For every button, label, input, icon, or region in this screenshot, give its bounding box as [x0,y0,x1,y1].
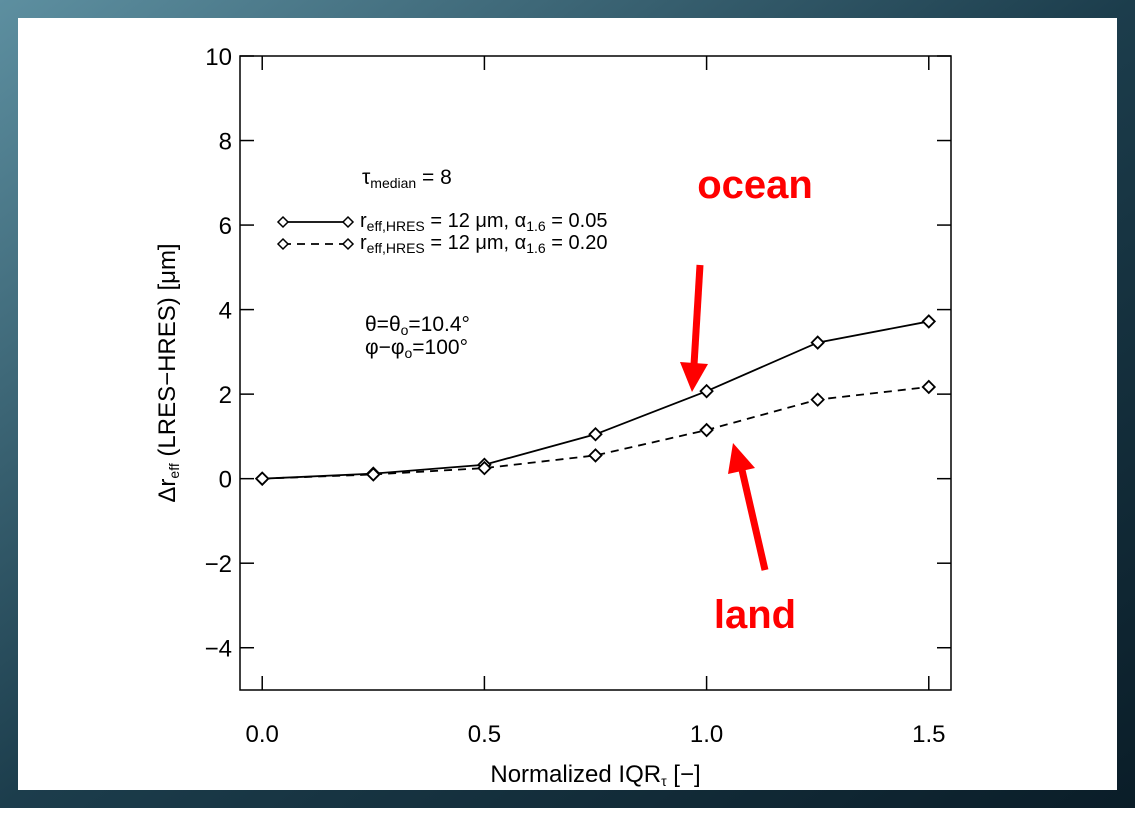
marker [588,427,603,442]
x-tick-label: 0.0 [246,721,279,748]
y-axis-label-part: (LRES−HRES) [μm] [154,243,181,463]
x-axis-label-part: τ [661,773,667,789]
legend-label-part: = 12 μm, α [425,210,526,232]
annotation-part: τ [362,166,371,189]
legend-label: reff,HRES = 12 μm, α1.6 = 0.20 [360,232,607,256]
annotation-part: o [401,322,409,338]
content-area [18,18,1117,790]
annotation: φ−φo=100° [365,336,468,361]
marker [254,471,270,486]
y-tick-label: 10 [205,44,232,71]
legend-label-part: eff,HRES [367,240,425,256]
legend-label-part: eff,HRES [367,218,425,234]
y-axis-label-part: Δr [154,479,181,503]
y-axis-label: Δreff (LRES−HRES) [μm] [154,243,182,502]
x-tick-label: 1.0 [690,721,723,748]
legend-marker [276,237,290,251]
marker [699,422,714,438]
ocean-arrowhead [680,362,708,392]
legend-label-part: r [360,210,367,232]
legend-marker [341,215,355,229]
x-tick-label: 1.5 [912,721,945,748]
y-tick-label: 8 [219,129,232,156]
y-axis-label-part: eff [166,463,182,478]
annotation-part: =100° [412,336,468,359]
y-tick-label: 6 [219,213,232,240]
marker [921,379,937,395]
marker [810,392,825,407]
annotation-part: median [370,175,416,191]
legend-label-part: = 0.20 [546,232,608,254]
marker [921,314,937,329]
marker [366,467,381,482]
annotation-part: =10.4° [408,313,470,336]
annotation: τmedian = 8 [362,166,452,191]
legend-label-part: = 12 μm, α [425,232,526,254]
y-tick-label: 4 [219,298,232,325]
legend-marker [276,215,290,229]
marker [477,460,492,476]
y-tick-label: −2 [205,551,232,578]
legend-label-part: 1.6 [526,240,546,256]
annotation: θ=θo=10.4° [365,313,470,338]
land-arrow [738,469,769,571]
y-tick-label: −4 [205,636,232,663]
x-axis-label: Normalized IQRτ [−] [490,761,700,789]
legend-label-part: 1.6 [526,218,546,234]
legend-label-part: = 0.05 [546,210,608,232]
x-axis-label-part: Normalized IQR [490,761,661,788]
x-tick-label: 0.5 [468,721,501,748]
annotation-part: = 8 [416,166,452,189]
legend-label: reff,HRES = 12 μm, α1.6 = 0.05 [360,210,607,234]
y-tick-label: 0 [219,467,232,494]
y-tick-label: 2 [219,382,232,409]
legend-label-part: r [360,232,367,254]
callout: land [714,593,796,637]
legend-marker [341,237,355,251]
callout: ocean [697,163,813,207]
annotation-part: φ−φ [365,336,405,359]
land-arrowhead [728,443,755,474]
x-axis-label-part: [−] [667,761,701,788]
ocean-arrow [690,264,704,366]
plot-frame [239,55,952,691]
marker [699,383,714,399]
marker [810,335,825,350]
marker [588,448,603,463]
annotation-part: θ=θ [365,313,401,336]
annotation-part: o [405,345,413,361]
